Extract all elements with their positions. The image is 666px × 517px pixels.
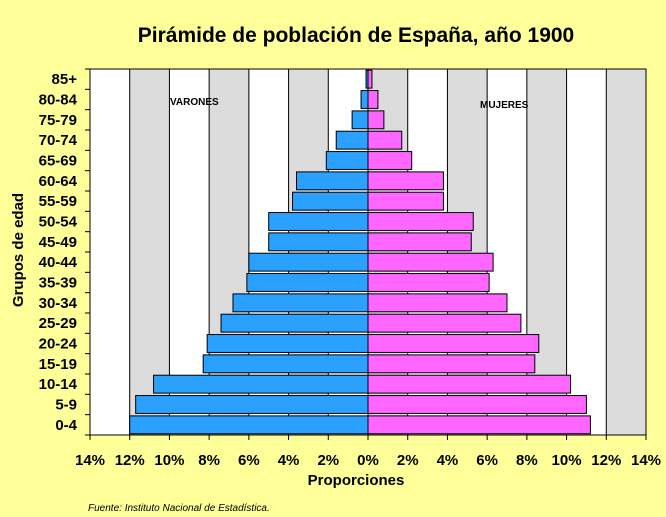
- bar-male: [232, 293, 369, 313]
- bar-male: [296, 171, 369, 191]
- x-tick-label: 12%: [591, 452, 621, 469]
- bar-female: [367, 151, 413, 170]
- y-tick-label: 40-44: [39, 254, 78, 271]
- bar-male: [268, 232, 369, 252]
- bar-female: [367, 191, 444, 211]
- x-tick-label: 6%: [238, 452, 260, 469]
- bar-male: [335, 130, 369, 150]
- x-tick-label: 8%: [198, 452, 220, 469]
- bar-male: [153, 374, 369, 394]
- plot-band: [526, 69, 567, 435]
- x-tick-label: 4%: [278, 452, 300, 469]
- bar-male: [129, 415, 369, 435]
- chart-title: Pirámide de población de España, año 190…: [138, 24, 574, 47]
- plot-band: [447, 69, 488, 435]
- plot-band: [129, 69, 170, 435]
- plot-band: [566, 69, 607, 435]
- x-tick-label: 8%: [516, 452, 538, 469]
- y-tick-label: 85+: [52, 71, 78, 88]
- plot-band: [368, 69, 408, 435]
- bar-male: [351, 110, 369, 130]
- y-tick-label: 15-19: [39, 356, 77, 373]
- x-tick-label: 2%: [397, 452, 419, 469]
- bar-female: [367, 90, 379, 109]
- bar-male: [360, 90, 369, 109]
- bar-female: [367, 293, 508, 313]
- y-tick-label: 45-49: [39, 234, 77, 251]
- x-tick-label: 2%: [317, 452, 339, 469]
- bar-female: [367, 374, 572, 394]
- x-axis-label: Proporciones: [308, 472, 405, 489]
- x-tick-label: 10%: [552, 452, 582, 469]
- x-tick-label: 4%: [437, 452, 459, 469]
- annotation-varones: VARONES: [170, 97, 219, 108]
- bar-female: [367, 232, 472, 252]
- x-tick-label: 14%: [75, 452, 105, 469]
- y-tick-label: 80-84: [39, 92, 78, 109]
- annotation-mujeres: MUJERES: [480, 100, 529, 111]
- plot-band: [606, 69, 646, 435]
- plot-band: [248, 69, 289, 435]
- bar-female: [367, 415, 591, 435]
- y-tick-label: 70-74: [39, 132, 78, 149]
- plot-band: [487, 69, 527, 435]
- y-tick-label: 20-24: [39, 336, 78, 353]
- bar-female: [367, 313, 522, 333]
- y-tick-label: 75-79: [39, 112, 77, 129]
- source-note: Fuente: Instituto Nacional de Estadístic…: [88, 503, 270, 514]
- plot-background: [89, 68, 647, 436]
- bar-male: [206, 334, 369, 353]
- bar-female: [367, 110, 385, 130]
- plot-band: [169, 69, 210, 435]
- plot-band: [90, 69, 130, 435]
- bar-male: [325, 151, 369, 170]
- bar-male: [246, 273, 369, 292]
- x-tick-label: 6%: [476, 452, 498, 469]
- bar-female: [367, 252, 494, 272]
- y-tick-label: 25-29: [39, 315, 77, 332]
- y-tick-label: 55-59: [39, 193, 77, 210]
- y-tick-label: 0-4: [55, 417, 77, 434]
- y-tick-label: 60-64: [39, 173, 78, 190]
- y-tick-label: 65-69: [39, 153, 77, 170]
- bar-female: [367, 171, 444, 191]
- bar-female: [367, 334, 540, 353]
- plot-band: [288, 69, 329, 435]
- y-tick-label: 10-14: [39, 376, 78, 393]
- x-tick-label: 0%: [357, 452, 379, 469]
- bars-group: [129, 69, 591, 435]
- bar-male: [268, 212, 369, 231]
- plot-band: [209, 69, 249, 435]
- bar-female: [367, 130, 403, 150]
- bar-male: [248, 252, 369, 272]
- bar-female: [367, 395, 587, 414]
- y-tick-label: 35-39: [39, 275, 77, 292]
- x-tick-label: 14%: [631, 452, 661, 469]
- y-tick-label: 50-54: [39, 214, 78, 231]
- ticks-group: 0-4 5-9 10-14 15-19 20-24 25-29 30-34 35-39 40-4…: [39, 68, 661, 469]
- bar-female: [367, 212, 474, 231]
- x-tick-label: 10%: [154, 452, 184, 469]
- bar-male: [292, 191, 369, 211]
- y-tick-label: 5-9: [55, 397, 77, 414]
- bar-male: [135, 395, 369, 414]
- y-axis-label: Grupos de edad: [10, 193, 27, 307]
- x-tick-label: 12%: [115, 452, 145, 469]
- bar-female: [367, 69, 373, 89]
- bar-female: [367, 354, 536, 374]
- plot-band: [328, 69, 368, 435]
- bar-male: [202, 354, 369, 374]
- bar-male: [220, 313, 369, 333]
- bar-female: [367, 273, 490, 292]
- plot-band: [407, 69, 448, 435]
- y-tick-label: 30-34: [39, 295, 78, 312]
